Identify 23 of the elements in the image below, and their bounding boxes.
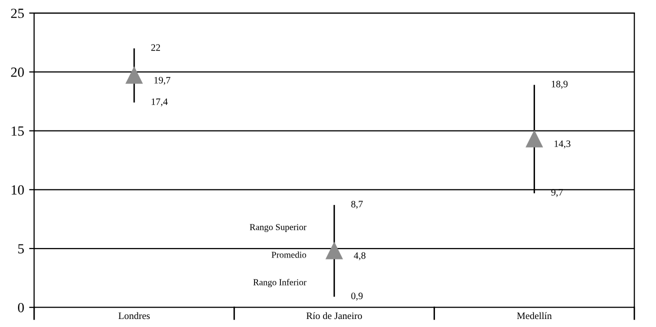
annotation: 18,9 xyxy=(552,80,568,89)
y-tick-label: 15 xyxy=(12,126,24,136)
y-tick-label: 10 xyxy=(12,185,24,195)
y-tick-label: 25 xyxy=(11,8,24,18)
data-label: 19,7 xyxy=(154,76,170,85)
point xyxy=(326,242,343,260)
annotation: Rango Superior xyxy=(250,224,306,232)
annotation: 17,4 xyxy=(152,98,168,106)
data-label: 4,8 xyxy=(354,252,366,260)
annotation: Promedio xyxy=(272,251,306,258)
annotation: 0,9 xyxy=(351,292,363,301)
point xyxy=(526,130,543,148)
y-tick-label: 0 xyxy=(18,302,24,312)
data-label: 14,3 xyxy=(554,140,570,148)
x-tick-label: Río de Janeiro xyxy=(306,312,362,320)
x-tick-label: Londres xyxy=(118,312,150,320)
annotation: 22 xyxy=(151,44,160,51)
y-tick-label: 5 xyxy=(18,244,24,254)
annotation: Rango Inferior xyxy=(253,278,306,288)
annotation: 8,7 xyxy=(351,200,363,209)
x-tick-label: Medellín xyxy=(517,312,552,320)
y-tick-label: 20 xyxy=(11,68,24,77)
point xyxy=(126,67,142,84)
